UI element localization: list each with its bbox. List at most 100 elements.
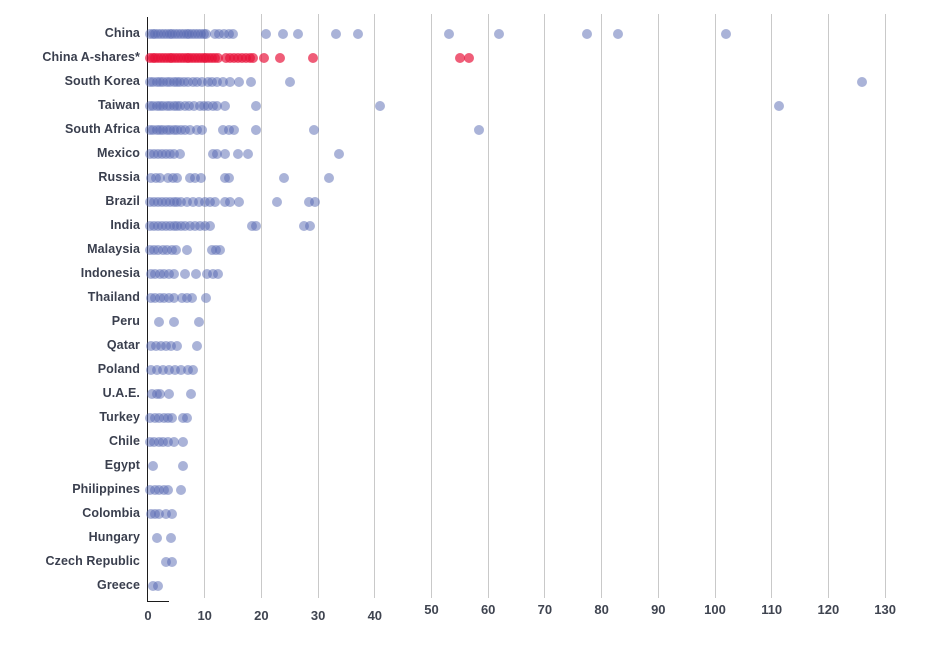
data-point [243,148,254,159]
data-point [220,148,231,159]
data-point [248,52,259,63]
data-point [581,28,592,39]
data-point [474,124,485,135]
data-point [334,148,345,159]
data-point [204,196,215,207]
data-point [201,28,212,39]
data-point [272,196,283,207]
data-point [375,100,386,111]
data-point [177,292,188,303]
gridline-x-40 [374,14,376,598]
data-point [169,268,180,279]
data-point [181,412,192,423]
row-label-thailand: Thailand [87,290,140,304]
gridline-x-60 [487,14,489,598]
data-point [444,28,455,39]
data-point [215,244,225,255]
data-point [212,52,223,63]
gridline-x-20 [260,14,262,598]
x-tick-label-110: 110 [761,602,783,617]
data-point [145,340,156,351]
data-point [720,28,731,39]
data-point [163,484,174,495]
data-point [225,76,236,87]
data-point [186,292,197,303]
data-point [169,436,180,447]
data-point [182,364,193,375]
data-point [201,268,212,279]
data-point [856,76,867,87]
row-label-qatar: Qatar [106,338,140,352]
data-point [206,76,217,87]
row-label-brazil: Brazil [105,194,140,208]
row-label-hungary: Hungary [88,530,140,544]
data-point [307,52,318,63]
x-tick-label-100: 100 [704,602,726,617]
data-point [190,268,201,279]
data-point [167,412,178,423]
data-point [217,76,228,87]
data-point [172,340,183,351]
data-point [200,292,211,303]
data-point [160,508,171,519]
row-label-russia: Russia [98,170,140,184]
data-point [150,340,161,351]
data-point [773,100,784,111]
row-label-colombia: Colombia [82,506,140,520]
data-point [199,196,210,207]
gridline-x-50 [431,14,432,598]
data-point [224,172,235,183]
data-point [228,28,239,39]
x-tick-label-80: 80 [594,602,609,617]
data-point [210,196,221,207]
data-point [192,340,203,351]
y-axis-line [146,17,149,602]
data-point [169,148,180,159]
data-point [152,532,163,543]
x-tick-label-50: 50 [424,602,439,617]
row-label-south-korea: South Korea [64,74,140,88]
row-label-india: India [110,218,140,232]
data-point [184,172,195,183]
data-point [194,196,205,207]
data-point [170,364,181,375]
data-point [309,196,320,207]
data-point [151,364,162,375]
row-label-taiwan: Taiwan [97,98,140,112]
data-point [219,196,230,207]
row-label-philippines: Philippines [72,482,140,496]
data-point [162,436,173,447]
x-tick-label-90: 90 [651,602,666,617]
data-point [154,484,165,495]
data-point [197,76,208,87]
data-point [184,100,195,111]
data-point [166,340,177,351]
data-point [161,556,172,567]
gridline-x-90 [657,14,659,598]
row-label-mexico: Mexico [97,146,140,160]
data-point [212,268,223,279]
gridline-x-80 [601,14,603,598]
gridline-x-100 [714,14,716,598]
data-point [163,364,174,375]
data-point [182,244,193,255]
gridline-x-120 [827,14,829,598]
data-point [463,52,474,63]
data-point [160,340,171,351]
x-tick-label-10: 10 [197,608,212,623]
data-point [187,364,198,375]
x-tick-label-120: 120 [817,602,840,617]
data-point [258,52,269,63]
data-point [145,364,156,375]
data-point [177,460,188,471]
row-label-indonesia: Indonesia [80,266,140,280]
row-label-greece: Greece [97,578,140,592]
data-point [250,124,261,135]
gridline-x-30 [317,14,319,598]
data-point [174,148,185,159]
row-label-poland: Poland [97,362,140,376]
gridline-x-70 [544,14,546,598]
data-point [153,508,164,519]
data-point [454,52,465,63]
x-tick-label-20: 20 [254,608,269,623]
